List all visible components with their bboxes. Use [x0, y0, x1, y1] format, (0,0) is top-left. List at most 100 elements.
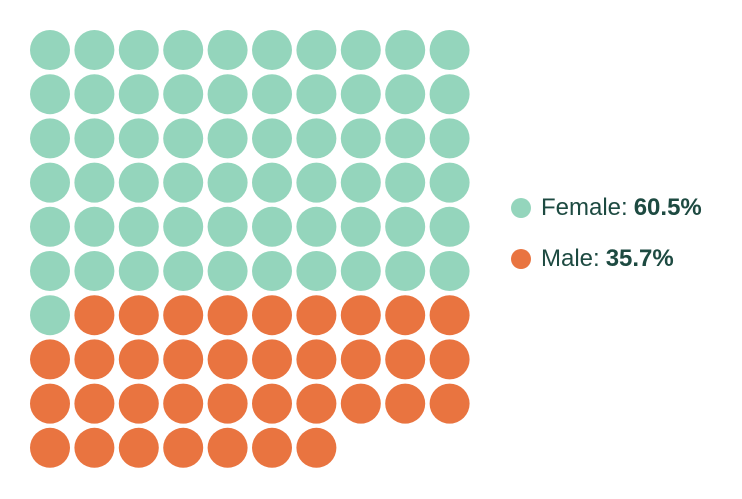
- legend-swatch-male: [511, 249, 531, 269]
- legend-name-male: Male:: [541, 245, 600, 272]
- waffle-dot-male: [296, 295, 337, 336]
- waffle-dot-male: [118, 427, 159, 468]
- waffle-dot-male: [385, 295, 426, 336]
- waffle-dot-male: [74, 295, 115, 336]
- waffle-dot-male: [207, 427, 248, 468]
- waffle-dot-female: [30, 295, 70, 336]
- waffle-dot-female: [30, 162, 70, 203]
- waffle-dot-female: [74, 251, 115, 291]
- waffle-dot-female: [429, 206, 470, 247]
- legend-name-female: Female:: [541, 194, 628, 221]
- waffle-dot-female: [252, 30, 292, 70]
- waffle-dot-female: [74, 162, 115, 203]
- waffle-dot-female: [118, 118, 159, 159]
- waffle-dot-male: [163, 339, 204, 380]
- waffle-dot-male: [163, 383, 204, 424]
- waffle-dot-male: [207, 339, 248, 380]
- waffle-dot-female: [429, 74, 470, 115]
- waffle-dot-female: [296, 206, 337, 247]
- waffle-dot-male: [207, 383, 248, 424]
- waffle-dot-female: [207, 206, 248, 247]
- waffle-dot-female: [340, 118, 381, 159]
- waffle-dot-male: [74, 339, 115, 380]
- waffle-dot-male: [340, 383, 381, 424]
- waffle-dot-male: [118, 339, 159, 380]
- waffle-dot-female: [385, 118, 426, 159]
- waffle-dot-female: [118, 251, 159, 291]
- waffle-dot-female: [340, 251, 381, 291]
- waffle-dot-female: [340, 74, 381, 115]
- waffle-dot-male: [252, 339, 292, 380]
- waffle-dot-female: [30, 118, 70, 159]
- waffle-dot-female: [296, 30, 337, 70]
- legend-item-male: Male: 35.7%: [511, 242, 702, 276]
- waffle-dot-male: [296, 427, 337, 468]
- legend-label-female: Female: 60.5%: [541, 196, 702, 220]
- waffle-dot-female: [385, 251, 426, 291]
- waffle-dot-female: [296, 118, 337, 159]
- waffle-dot-female: [296, 251, 337, 291]
- legend-value-male: 35.7%: [605, 245, 674, 272]
- waffle-dot-male: [118, 383, 159, 424]
- waffle-dot-female: [207, 74, 248, 115]
- legend-value-female: 60.5%: [633, 194, 702, 221]
- waffle-dot-female: [385, 162, 426, 203]
- waffle-dot-female: [163, 74, 204, 115]
- waffle-dot-male: [163, 427, 204, 468]
- waffle-dot-male: [30, 339, 70, 380]
- waffle-dot-male: [163, 295, 204, 336]
- legend-label-male: Male: 35.7%: [541, 247, 674, 271]
- waffle-dot-female: [74, 206, 115, 247]
- waffle-dot-female: [207, 118, 248, 159]
- waffle-dot-female: [30, 206, 70, 247]
- waffle-dot-male: [252, 383, 292, 424]
- waffle-dot-male: [74, 383, 115, 424]
- waffle-dot-female: [74, 74, 115, 115]
- waffle-dot-male: [340, 295, 381, 336]
- waffle-dot-female: [296, 74, 337, 115]
- waffle-dot-female: [385, 206, 426, 247]
- waffle-dot-female: [30, 30, 70, 70]
- waffle-dot-female: [74, 118, 115, 159]
- waffle-dot-female: [163, 118, 204, 159]
- legend-item-female: Female: 60.5%: [511, 191, 702, 225]
- waffle-dot-female: [163, 206, 204, 247]
- waffle-dot-male: [30, 427, 70, 468]
- waffle-dot-female: [207, 162, 248, 203]
- waffle-dot-female: [163, 251, 204, 291]
- legend: Female: 60.5% Male: 35.7%: [511, 191, 702, 293]
- waffle-dot-female: [118, 206, 159, 247]
- waffle-dot-female: [429, 251, 470, 291]
- waffle-dot-male: [385, 383, 426, 424]
- waffle-dot-male: [74, 427, 115, 468]
- waffle-dot-female: [30, 251, 70, 291]
- waffle-dot-male: [385, 339, 426, 380]
- waffle-dot-female: [118, 162, 159, 203]
- waffle-dot-male: [30, 383, 70, 424]
- waffle-dot-female: [340, 206, 381, 247]
- waffle-dot-male: [296, 383, 337, 424]
- waffle-dot-female: [163, 162, 204, 203]
- waffle-dot-female: [252, 74, 292, 115]
- waffle-dot-male: [429, 339, 470, 380]
- waffle-dot-male: [207, 295, 248, 336]
- waffle-dot-female: [429, 162, 470, 203]
- waffle-dot-male: [118, 295, 159, 336]
- waffle-dot-male: [429, 295, 470, 336]
- waffle-dot-female: [207, 251, 248, 291]
- waffle-dot-female: [252, 206, 292, 247]
- waffle-dot-female: [429, 118, 470, 159]
- waffle-dot-female: [30, 74, 70, 115]
- waffle-dot-female: [74, 30, 115, 70]
- waffle-dot-male: [252, 295, 292, 336]
- waffle-dot-female: [429, 30, 470, 70]
- legend-swatch-female: [511, 198, 531, 218]
- waffle-dot-female: [296, 162, 337, 203]
- waffle-dot-male: [429, 383, 470, 424]
- waffle-dot-male: [340, 339, 381, 380]
- waffle-dot-female: [163, 30, 204, 70]
- waffle-dot-female: [385, 74, 426, 115]
- waffle-dot-female: [340, 162, 381, 203]
- waffle-dot-female: [252, 251, 292, 291]
